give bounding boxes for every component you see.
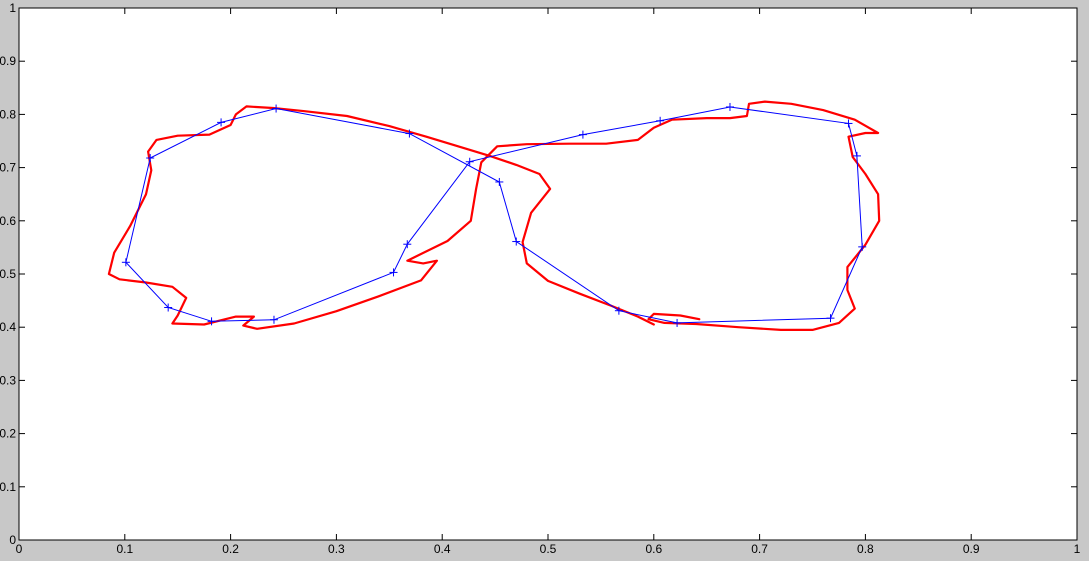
control-point-marker bbox=[725, 102, 734, 111]
y-tick-label: 0.4 bbox=[0, 320, 16, 334]
control-point-marker bbox=[146, 154, 155, 163]
x-tick-label: 0.5 bbox=[540, 542, 557, 556]
control-point-marker bbox=[121, 258, 130, 267]
x-tick-label: 0.7 bbox=[751, 542, 768, 556]
y-tick-label: 1 bbox=[9, 1, 16, 15]
y-tick-label: 0.5 bbox=[0, 267, 16, 281]
x-tick-label: 0.9 bbox=[963, 542, 980, 556]
control-point-marker bbox=[207, 317, 216, 326]
control-point-marker bbox=[512, 237, 521, 246]
x-tick-label: 0.1 bbox=[116, 542, 133, 556]
red-curve-series bbox=[107, 100, 881, 331]
y-tick-label: 0.8 bbox=[0, 107, 16, 121]
control-point-marker bbox=[217, 118, 226, 127]
control-point-marker bbox=[673, 318, 682, 327]
y-tick-label: 0.3 bbox=[0, 373, 16, 387]
x-tick-label: 0.6 bbox=[645, 542, 662, 556]
control-point-marker bbox=[614, 306, 623, 315]
control-point-marker bbox=[164, 303, 173, 312]
control-point-marker bbox=[269, 315, 278, 324]
control-point-marker bbox=[403, 240, 412, 249]
control-point-marker bbox=[844, 119, 853, 128]
control-point-marker bbox=[389, 268, 398, 277]
y-tick-label: 0 bbox=[9, 533, 16, 547]
control-point-marker bbox=[656, 116, 665, 125]
control-point-marker bbox=[465, 157, 474, 166]
axes-box bbox=[18, 7, 1078, 541]
curves-layer bbox=[107, 100, 881, 331]
control-point-marker bbox=[852, 151, 861, 160]
x-tick-label: 0 bbox=[16, 542, 23, 556]
y-tick-label: 0.6 bbox=[0, 214, 16, 228]
x-tick-label: 0.4 bbox=[434, 542, 451, 556]
x-tick-label: 0.8 bbox=[857, 542, 874, 556]
control-point-marker bbox=[826, 314, 835, 323]
plot-area bbox=[19, 8, 1077, 540]
y-tick-label: 0.2 bbox=[0, 427, 16, 441]
control-point-marker bbox=[272, 104, 281, 113]
x-tick-label: 1 bbox=[1074, 542, 1081, 556]
y-tick-label: 0.7 bbox=[0, 161, 16, 175]
y-tick-label: 0.9 bbox=[0, 54, 16, 68]
control-point-marker bbox=[578, 130, 587, 139]
x-tick-label: 0.2 bbox=[222, 542, 239, 556]
control-point-marker bbox=[405, 129, 414, 138]
x-tick-label: 0.3 bbox=[328, 542, 345, 556]
control-point-marker bbox=[495, 177, 504, 186]
control-point-marker bbox=[858, 242, 867, 251]
y-tick-label: 0.1 bbox=[0, 480, 16, 494]
